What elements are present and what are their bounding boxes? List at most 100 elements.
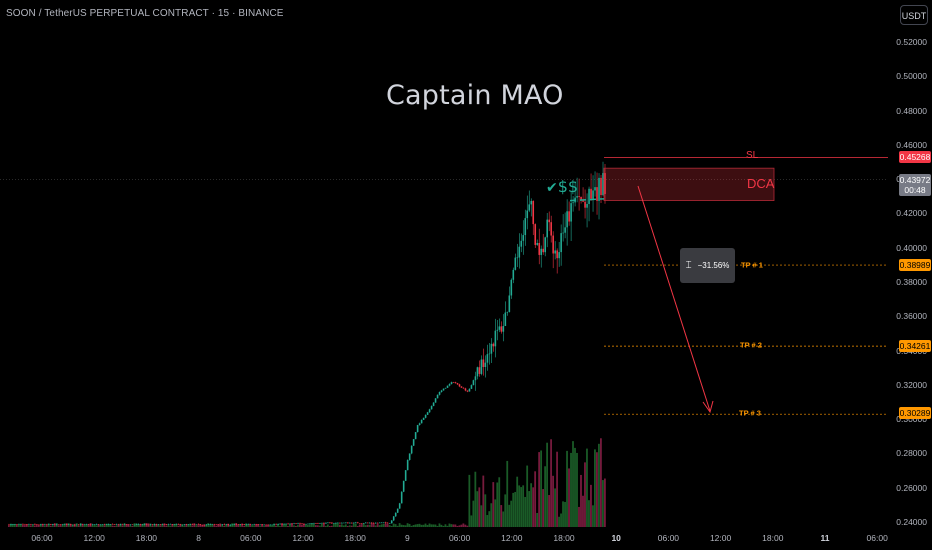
candle-body — [367, 522, 369, 524]
volume-bar — [171, 524, 174, 527]
candle-body — [508, 295, 511, 312]
volume-bar — [237, 525, 240, 527]
candle-body — [500, 326, 503, 332]
candle-body — [558, 252, 560, 259]
candle-body — [552, 235, 554, 254]
volume-bar — [247, 524, 249, 527]
volume-bar — [520, 487, 523, 527]
candle-body — [213, 524, 216, 525]
candle-body — [93, 524, 96, 526]
candle-body — [430, 406, 433, 410]
volume-bar — [566, 450, 568, 527]
candle-body — [568, 211, 570, 222]
volume-bar — [400, 524, 403, 527]
volume-bar — [380, 524, 383, 527]
candle-body — [309, 523, 311, 525]
candle-body — [514, 257, 517, 270]
volume-bar — [221, 525, 224, 527]
volume-bar — [113, 525, 116, 527]
volume-bar — [526, 465, 529, 527]
volume-bar — [11, 524, 14, 527]
volume-bar — [249, 523, 251, 527]
volume-bar — [530, 483, 533, 527]
volume-bar — [570, 452, 572, 527]
candle-body — [287, 523, 289, 525]
candle-body — [137, 524, 140, 525]
candle-body — [64, 524, 66, 525]
volume-bar — [406, 523, 409, 527]
currency-button[interactable]: USDT — [900, 5, 928, 25]
candle-body — [36, 524, 38, 526]
candle-body — [185, 524, 188, 525]
volume-bar — [354, 523, 357, 527]
volume-bar — [480, 505, 483, 527]
volume-bar — [578, 506, 580, 527]
volume-bar — [374, 525, 377, 527]
candle-body — [173, 524, 176, 525]
x-tick-label: 18:00 — [344, 533, 366, 543]
candle-body — [229, 524, 232, 526]
candle-body — [221, 524, 224, 525]
x-tick-label: 06:00 — [31, 533, 53, 543]
volume-bar — [195, 525, 198, 527]
candle-body — [283, 523, 285, 525]
volume-bar — [440, 524, 443, 527]
volume-bar — [514, 491, 517, 527]
volume-bar — [61, 525, 64, 527]
candle-timer: 00:48 — [904, 185, 926, 195]
candle-body — [303, 523, 305, 525]
candle-body — [512, 269, 515, 280]
candle-body — [205, 524, 208, 526]
volume-bar — [103, 525, 106, 527]
volume-bar — [19, 524, 22, 527]
measure-tooltip[interactable]: ⌶ −31.56% — [680, 248, 735, 283]
volume-bar — [297, 525, 299, 527]
volume-bar — [584, 462, 586, 527]
candle-body — [265, 524, 267, 526]
candle-body — [498, 326, 501, 330]
candle-body — [438, 391, 441, 395]
candle-body — [147, 524, 150, 526]
volume-bar — [482, 475, 485, 527]
candle-body — [357, 522, 359, 524]
volume-bar — [522, 485, 525, 527]
volume-bar — [31, 524, 34, 527]
candle-body — [546, 219, 548, 238]
volume-bar — [265, 524, 267, 527]
volume-bar — [25, 524, 28, 527]
candle-body — [472, 380, 475, 386]
x-tick-label: 12:00 — [709, 533, 732, 543]
candle-body — [30, 524, 32, 525]
candle-body — [604, 173, 606, 195]
candle-body — [390, 520, 393, 524]
price-axis[interactable]: 0.520000.500000.480000.460000.440000.420… — [888, 0, 932, 550]
volume-bar — [161, 523, 164, 527]
volume-bar — [394, 524, 397, 527]
candle-body — [269, 524, 271, 526]
candle-body — [444, 387, 447, 389]
candle-body — [52, 524, 54, 526]
candle-body — [227, 524, 230, 526]
candle-body — [203, 524, 206, 526]
candle-body — [115, 524, 118, 526]
volume-bar — [181, 524, 184, 527]
symbol-title: SOON / TetherUS PERPETUAL CONTRACT · 15 … — [6, 8, 284, 19]
candle-body — [79, 524, 82, 525]
candle-body — [48, 524, 50, 525]
volume-bar — [492, 482, 495, 527]
volume-bar — [496, 482, 499, 527]
candle-body — [564, 227, 566, 233]
tp3-label: TP # 3 — [739, 408, 761, 418]
check-icon: ✔ — [546, 180, 558, 196]
volume-bar — [139, 524, 142, 527]
volume-bar — [458, 525, 461, 527]
candle-body — [420, 419, 423, 424]
candle-body — [418, 423, 421, 426]
candle-body — [56, 524, 58, 525]
volume-bar — [550, 439, 552, 527]
x-tick-label: 18:00 — [135, 533, 158, 543]
candle-body — [359, 523, 361, 524]
candle-body — [201, 524, 204, 526]
candle-body — [231, 524, 234, 526]
